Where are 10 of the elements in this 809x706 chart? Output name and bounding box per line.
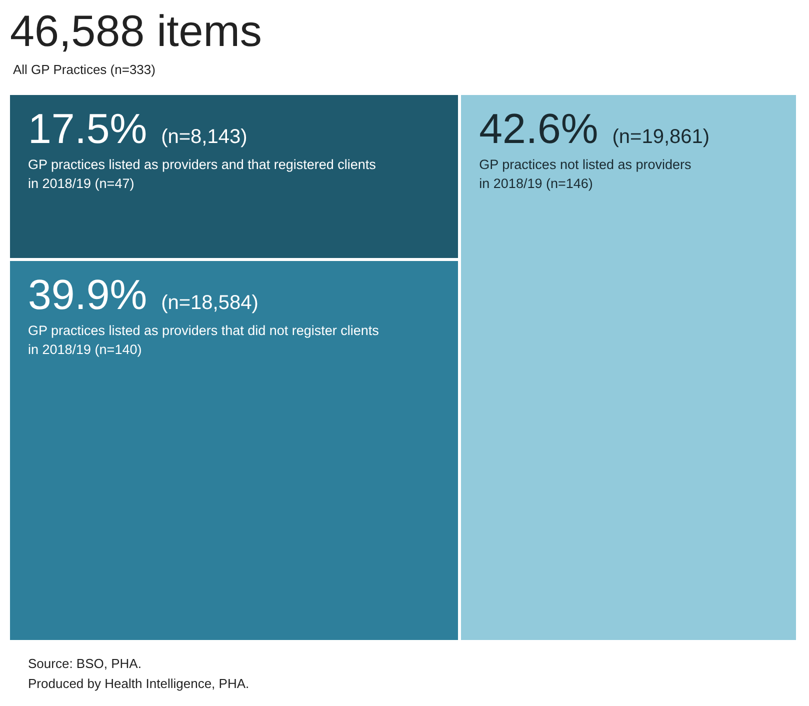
text: Produced by Health Intelligence, PHA. [28,675,250,693]
category-label: GP practices not listed as providers in 2018/19 (n=146) [479,156,692,193]
source-note: Source: BSO, PHA. [28,655,142,673]
text: All GP Practices (n=333) [13,62,156,77]
data-label: 17.5% (n=8,143) [28,105,248,152]
category-label: GP practices listed as providers that did not register clients in 2018/19 (n=140) [28,322,380,360]
data-label: 42.6% (n=19,861) [479,105,710,152]
data-label: 39.9% (n=18,584) [28,271,258,318]
text: 46,588 items [10,7,263,56]
category-label: GP practices listed as providers and that registered clients in 2018/19 (n=47) [28,156,377,193]
